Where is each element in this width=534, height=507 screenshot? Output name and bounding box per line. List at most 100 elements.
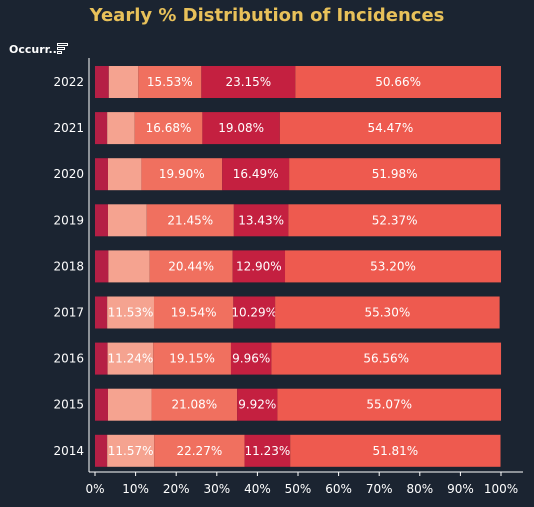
bar-segment xyxy=(107,342,154,375)
bar-segment xyxy=(107,434,155,467)
bar-segment xyxy=(285,250,501,283)
bar-segment xyxy=(108,250,150,283)
bar-segment xyxy=(232,250,286,283)
data-label: 12.90% xyxy=(236,259,282,273)
data-label: 19.54% xyxy=(171,306,217,320)
data-label: 55.30% xyxy=(364,306,410,320)
data-label: 19.15% xyxy=(169,352,215,366)
bar-segment xyxy=(153,296,234,329)
category-label: 2014 xyxy=(53,444,84,458)
bar-segment xyxy=(289,158,501,191)
category-label: 2022 xyxy=(53,75,84,89)
bar-segment xyxy=(95,296,108,329)
sort-descending-icon[interactable] xyxy=(57,43,68,54)
x-tick-label: 40% xyxy=(244,482,271,496)
category-label: 2015 xyxy=(53,398,84,412)
x-tick-label: 100% xyxy=(484,482,518,496)
x-tick-label: 80% xyxy=(406,482,433,496)
data-label: 21.45% xyxy=(167,213,213,227)
data-label: 52.37% xyxy=(372,213,418,227)
x-tick-label: 0% xyxy=(85,482,104,496)
bar-segment xyxy=(95,434,108,467)
data-label: 23.15% xyxy=(225,75,271,89)
x-tick-label: 90% xyxy=(447,482,474,496)
x-tick-label: 20% xyxy=(163,482,190,496)
bar-segment xyxy=(233,296,276,329)
bar-segment xyxy=(275,296,500,329)
data-label: 51.81% xyxy=(372,444,418,458)
bar-segment xyxy=(95,250,109,283)
bar-segment xyxy=(202,112,280,145)
x-tick-label: 70% xyxy=(366,482,393,496)
x-tick-label: 10% xyxy=(122,482,149,496)
category-label: 2016 xyxy=(53,352,84,366)
bar-segment xyxy=(230,342,272,375)
data-label: 21.08% xyxy=(171,398,217,412)
bar-segment xyxy=(288,204,501,237)
data-label: 54.47% xyxy=(368,121,414,135)
bar-segment xyxy=(201,66,296,98)
bar-segment xyxy=(222,158,290,191)
bar-segment xyxy=(95,158,108,191)
data-label: 16.68% xyxy=(146,121,192,135)
row-header-occurrence[interactable]: Occurr.. xyxy=(9,43,57,56)
data-label: 19.08% xyxy=(218,121,264,135)
bar-segment xyxy=(107,204,147,237)
bar-segment xyxy=(134,112,203,145)
data-label: 9.96% xyxy=(232,352,270,366)
data-label: 11.53% xyxy=(108,306,154,320)
category-label: 2021 xyxy=(53,121,84,135)
bar-segment xyxy=(149,250,233,283)
bar-segment xyxy=(153,342,231,375)
category-label: 2019 xyxy=(53,213,84,227)
bar-segment xyxy=(151,388,238,421)
data-label: 55.07% xyxy=(366,398,412,412)
data-label: 16.49% xyxy=(233,167,279,181)
bar-segment xyxy=(233,204,289,237)
bar-segment xyxy=(95,342,108,375)
data-label: 22.27% xyxy=(176,444,222,458)
bar-segment xyxy=(107,296,154,329)
bar-segment xyxy=(237,388,278,421)
bar-segment xyxy=(95,388,108,421)
bar-segment xyxy=(95,112,108,145)
x-tick-label: 60% xyxy=(325,482,352,496)
data-label: 56.56% xyxy=(363,352,409,366)
data-label: 11.23% xyxy=(244,444,290,458)
bar-segment xyxy=(107,158,142,191)
bar-segment xyxy=(295,66,501,98)
bar-segment xyxy=(141,158,223,191)
data-label: 11.57% xyxy=(108,444,154,458)
bar-segment xyxy=(138,66,202,98)
bar-segment xyxy=(290,434,501,467)
category-label: 2020 xyxy=(53,167,84,181)
data-label: 9.92% xyxy=(238,398,276,412)
bar-segment xyxy=(244,434,291,467)
category-label: 2017 xyxy=(53,306,84,320)
bar-segment xyxy=(154,434,245,467)
bar-segment xyxy=(95,204,108,237)
bar-segment xyxy=(279,112,501,145)
data-label: 53.20% xyxy=(370,259,416,273)
bar-segment xyxy=(146,204,234,237)
bar-segment xyxy=(108,66,139,98)
bar-segment xyxy=(107,388,152,421)
bar-segment xyxy=(277,388,501,421)
data-label: 20.44% xyxy=(168,259,214,273)
data-label: 11.24% xyxy=(108,352,154,366)
x-tick-label: 30% xyxy=(203,482,230,496)
bar-segment xyxy=(95,66,109,98)
data-label: 15.53% xyxy=(147,75,193,89)
bar-segment xyxy=(107,112,135,145)
data-label: 19.90% xyxy=(159,167,205,181)
data-label: 10.29% xyxy=(231,306,277,320)
data-label: 51.98% xyxy=(372,167,418,181)
bar-segment xyxy=(271,342,502,375)
data-label: 13.43% xyxy=(238,213,284,227)
x-tick-label: 50% xyxy=(285,482,312,496)
data-label: 50.66% xyxy=(375,75,421,89)
chart-title: Yearly % Distribution of Incidences xyxy=(89,5,445,26)
category-label: 2018 xyxy=(53,259,84,273)
